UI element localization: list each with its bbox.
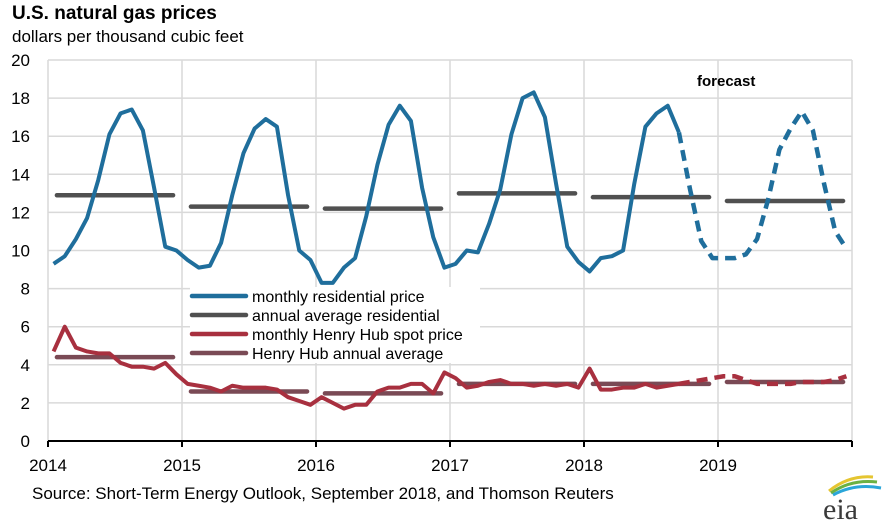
legend-bg xyxy=(190,306,480,325)
monthly-henry-hub-spot-price-line xyxy=(51,324,680,411)
logo-swoosh-yellow-icon xyxy=(828,475,874,493)
gridlines xyxy=(47,59,853,441)
y-tick-label: 12 xyxy=(11,203,30,222)
x-axis: 2014 2015 2016 2017 2018 2019 xyxy=(29,440,853,475)
legend-bg xyxy=(190,325,480,344)
x-tick-label: 2016 xyxy=(297,456,335,475)
y-tick-label: 6 xyxy=(21,318,30,337)
y-tick-label: 0 xyxy=(21,432,30,451)
legend: monthly residential price annual average … xyxy=(189,287,480,363)
y-tick-label: 18 xyxy=(11,89,30,108)
logo-swoosh-green-icon xyxy=(830,480,878,495)
y-tick-label: 8 xyxy=(21,280,30,299)
chart-title: U.S. natural gas prices xyxy=(12,3,217,24)
logo-text: eia xyxy=(823,493,858,523)
legend-label: Henry Hub annual average xyxy=(252,346,443,363)
forecast-annotation: forecast xyxy=(697,73,755,90)
x-tick-label: 2019 xyxy=(699,456,737,475)
legend-label: annual average residential xyxy=(252,308,440,325)
logo-swoosh-blue-icon xyxy=(832,485,882,497)
source-note: Source: Short-Term Energy Outlook, Septe… xyxy=(32,484,614,503)
eia-logo: eia xyxy=(815,473,885,526)
y-tick-label: 14 xyxy=(11,165,30,184)
legend-label: monthly Henry Hub spot price xyxy=(252,327,463,344)
chart-subtitle: dollars per thousand cubic feet xyxy=(12,27,244,46)
y-tick-label: 20 xyxy=(11,51,30,70)
y-tick-label: 16 xyxy=(11,127,30,146)
series-layer xyxy=(51,90,849,411)
x-tick-label: 2015 xyxy=(163,456,201,475)
monthly-residential-price-line xyxy=(52,90,681,285)
legend-label: monthly residential price xyxy=(252,289,425,306)
y-axis-ticks: 0 2 4 6 8 10 12 14 16 18 20 xyxy=(11,51,30,451)
y-tick-label: 2 xyxy=(21,394,30,413)
legend-bg xyxy=(190,287,480,306)
y-tick-label: 10 xyxy=(11,242,30,261)
x-tick-label: 2017 xyxy=(431,456,469,475)
legend-bg xyxy=(190,344,480,363)
monthly-henry-hub-spot-price-forecast-line xyxy=(678,373,848,387)
monthly-residential-price-forecast-line xyxy=(676,109,849,261)
x-tick-label: 2018 xyxy=(565,456,603,475)
y-tick-label: 4 xyxy=(21,356,30,375)
x-tick-label: 2014 xyxy=(29,456,67,475)
